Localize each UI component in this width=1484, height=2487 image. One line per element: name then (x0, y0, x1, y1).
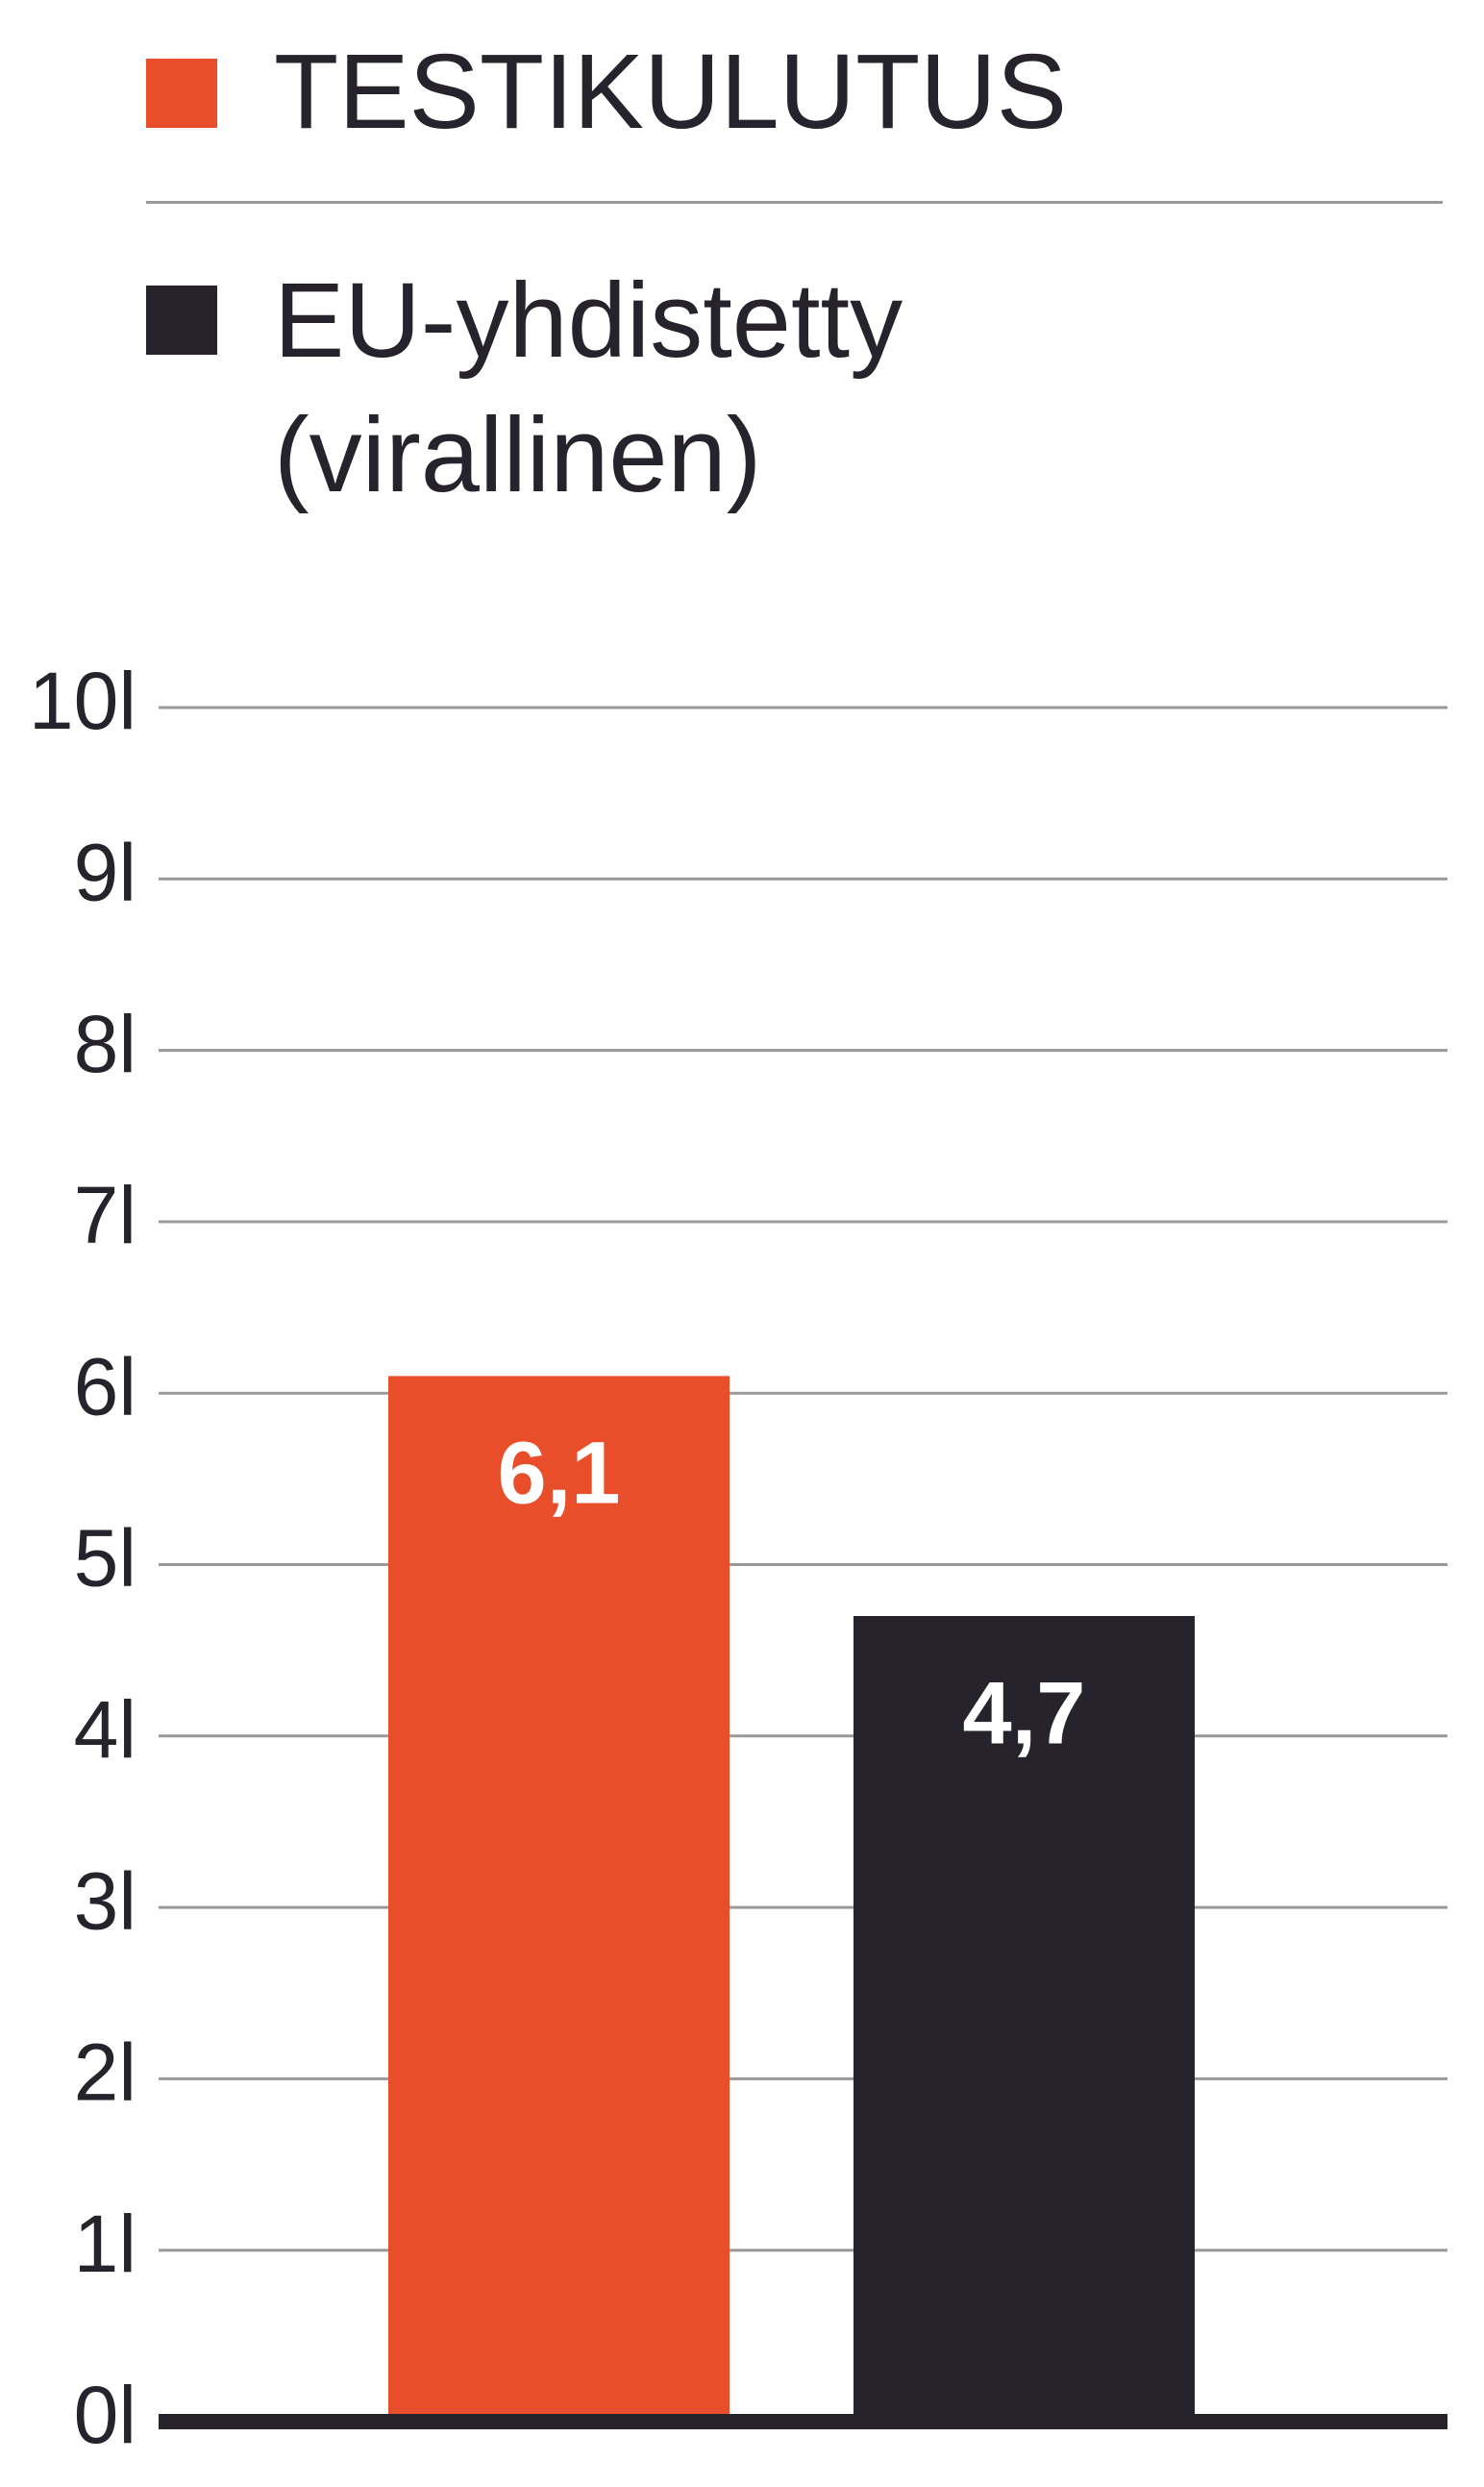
y-tick-label: 6l (74, 1341, 136, 1431)
data-label: 6,1 (498, 1425, 621, 1523)
y-tick-label: 0l (74, 2370, 136, 2460)
data-label: 4,7 (963, 1664, 1086, 1762)
legend-label: TESTIKULUTUS (274, 33, 1068, 151)
y-tick-label: 1l (74, 2199, 136, 2289)
bar (388, 1376, 730, 2422)
y-tick-label: 4l (74, 1684, 136, 1775)
y-tick-label: 5l (74, 1513, 136, 1604)
legend-swatch (146, 59, 217, 128)
legend-separator (146, 201, 1443, 204)
legend-swatch (146, 286, 217, 355)
y-tick-label: 7l (74, 1170, 136, 1260)
bar (853, 1615, 1195, 2422)
y-tick-label: 10l (29, 656, 136, 746)
y-tick-label: 9l (74, 827, 136, 917)
y-tick-label: 8l (74, 999, 136, 1089)
y-tick-label: 3l (74, 1855, 136, 1946)
y-tick-label: 2l (74, 2027, 136, 2118)
legend-label: EU-yhdistetty (virallinen) (274, 261, 903, 514)
